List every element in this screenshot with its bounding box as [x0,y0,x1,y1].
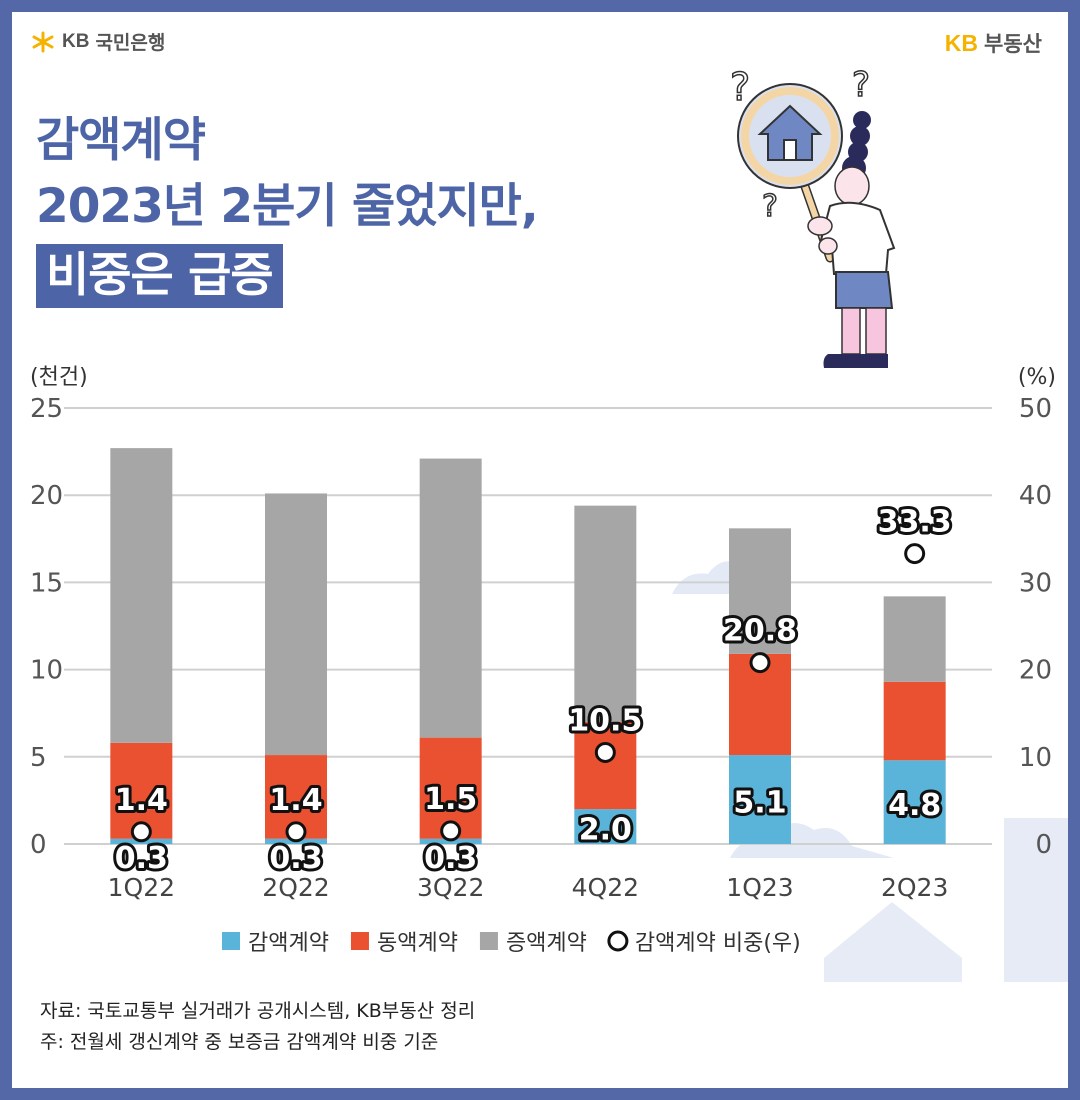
legend-label: 감액계약 [248,931,329,956]
title-line-1: 감액계약 [36,113,206,168]
left-tick-label: 25 [30,394,63,424]
brand-name: 부동산 [984,32,1042,56]
x-tick-label: 1Q22 [108,873,175,902]
ratio-point [749,652,771,674]
bank-logo: KB 국민은행 [30,28,165,55]
increase-bar [883,596,946,682]
legend-label: 감액계약 비중(우) [635,931,801,956]
right-tick-label: 30 [1019,568,1052,598]
increase-bar [265,493,327,756]
question-mark-icon-3: ? [762,189,778,224]
ratio-point [594,741,616,763]
left-tick-label: 20 [30,481,63,511]
ratio-point [285,821,307,843]
right-axis-unit: (%) [1018,365,1056,390]
legend-marker [607,930,629,952]
decrease-count-label: 0.3 [424,841,477,876]
city-background [672,561,1068,982]
left-tick-label: 0 [30,830,47,860]
question-mark-icon: ? [730,65,750,109]
x-tick-label: 3Q22 [417,873,484,902]
ratio-label: 20.8 [723,614,797,649]
left-axis-unit: (천건) [30,365,88,390]
title-line-3-highlight: 비중은 급증 [36,244,283,308]
right-tick-label: 40 [1019,481,1052,511]
right-y-axis: 0 10 20 30 40 50 [1019,394,1052,860]
decrease-count-label: 0.3 [115,841,168,876]
ratio-point [904,543,926,565]
question-mark-icon-2: ? [852,65,870,105]
decrease-count-label: 0.3 [269,841,322,876]
infographic-frame: KB 국민은행 KB 부동산 감액계약 2023년 2분기 줄었지만, 비중은 … [12,12,1068,1088]
legend-label: 동액계약 [377,931,458,956]
left-tick-label: 10 [30,656,63,686]
increase-bar [574,505,637,722]
increase-bar [729,528,791,654]
right-tick-label: 0 [1035,830,1052,860]
legend-swatch [479,932,498,950]
chart-gridlines [64,407,992,845]
ratio-label: 1.4 [115,783,168,818]
data-labels: 1.4 1.4 1.5 10.5 20.8 33.3 0.3 0.3 0.3 2.0 5.1 4.8 [112,502,955,879]
right-tick-label: 50 [1019,394,1052,424]
left-tick-label: 5 [30,743,47,773]
decrease-bar [883,760,946,844]
decrease-count-label: 5.1 [733,786,786,821]
left-y-axis: 0 5 10 15 20 25 [30,394,63,860]
decrease-bar [729,755,791,844]
ratio-label: 1.4 [269,783,322,818]
x-tick-label: 4Q22 [572,873,639,902]
bank-logo-name: 국민은행 [95,32,166,54]
source-note: 자료: 국토교통부 실거래가 공개시스템, KB부동산 정리 [40,1000,476,1022]
ratio-point [130,821,152,843]
brand-kb: KB [944,29,979,56]
kb-realestate-logo: KB 부동산 [945,28,1042,58]
same-bar [883,681,946,761]
footer-notes: 자료: 국토교통부 실거래가 공개시스템, KB부동산 정리 주: 전월세 갱신… [40,996,475,1058]
decrease-count-label: 2.0 [579,813,632,848]
ratio-label: 1.5 [424,782,477,817]
legend-swatch [222,932,240,950]
ratio-points [130,543,926,843]
bank-logo-kb: KB [62,30,90,52]
legend-label: 증액계약 [506,931,587,956]
page-title: 감액계약 2023년 2분기 줄었지만, 비중은 급증 [36,108,539,309]
star-icon [32,31,54,52]
ratio-label: 33.3 [878,505,952,540]
woman-magnifier-illustration: ? ? ? [729,64,896,368]
ratio-point [440,820,462,842]
same-bar [574,721,637,810]
x-axis-labels: 1Q22 2Q22 3Q22 4Q22 1Q23 2Q23 [108,873,949,902]
chart-bars [110,448,946,844]
x-tick-label: 1Q23 [726,873,793,902]
house-icon [757,104,823,161]
x-tick-label: 2Q23 [881,873,948,902]
increase-bar [110,448,173,743]
legend-swatch [350,932,369,950]
title-line-2: 2023년 2분기 줄었지만, [36,179,539,234]
decrease-bar [574,809,637,844]
ratio-label: 10.5 [568,703,642,738]
left-tick-label: 15 [30,568,63,598]
decrease-count-label: 4.8 [888,788,941,823]
increase-bar [419,458,482,738]
right-tick-label: 10 [1019,743,1052,773]
right-tick-label: 20 [1019,656,1052,686]
x-tick-label: 2Q22 [262,873,329,902]
stacked-bar-chart: 0 5 10 15 20 25 0 10 20 30 40 50 (천건) (%) 1Q22 2Q22… [30,365,1068,982]
chart-legend: 감액계약 동액계약 증액계약 감액계약 비중(우) [222,930,801,956]
definition-note: 주: 전월세 갱신계약 중 보증금 감액계약 비중 기준 [40,1031,439,1053]
